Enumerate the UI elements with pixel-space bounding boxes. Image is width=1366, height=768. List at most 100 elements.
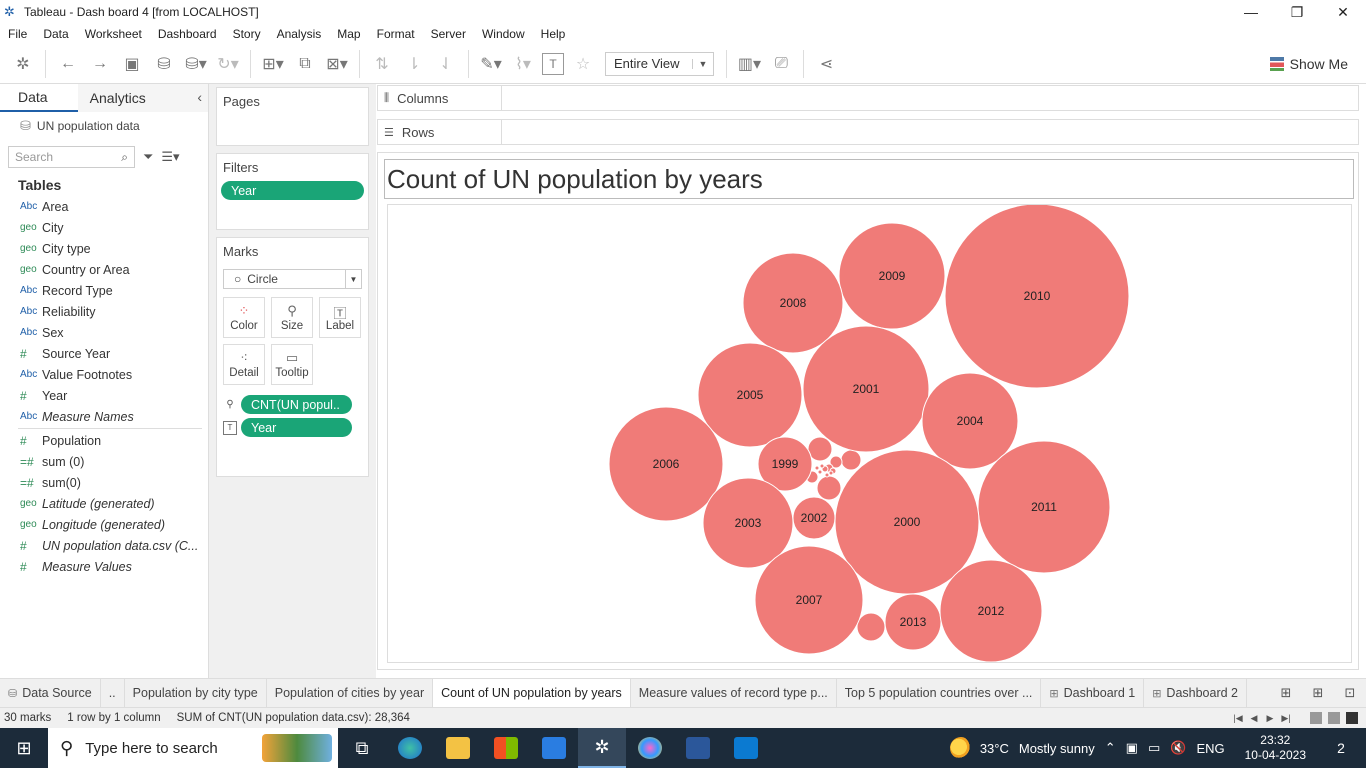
bubble[interactable]: 2006	[608, 406, 724, 522]
menu-help[interactable]: Help	[540, 27, 566, 41]
filter-pill-year[interactable]: Year	[221, 181, 364, 200]
sheet-tab[interactable]: Top 5 population countries over ...	[837, 679, 1042, 707]
sort-descending-icon[interactable]: ⇃	[439, 55, 453, 73]
tab-data[interactable]: Data	[0, 84, 78, 112]
tableau-home-icon[interactable]: ✲	[16, 55, 30, 73]
bubble[interactable]: 2011	[977, 440, 1111, 574]
bubble[interactable]: 2012	[939, 559, 1043, 662]
bubble[interactable]: 2002	[792, 496, 836, 540]
detail-button[interactable]: ⁖ Detail	[223, 344, 265, 385]
view-options-icon[interactable]: ☰▾	[161, 149, 180, 164]
bubble[interactable]: 2004	[921, 372, 1019, 470]
collapse-pane-icon[interactable]: ‹	[197, 89, 202, 105]
redo-icon[interactable]: →	[92, 54, 108, 72]
sheet-sorter-icon[interactable]	[1346, 712, 1358, 724]
rows-shelf[interactable]: ☰ Rows	[377, 119, 1359, 145]
sheet-tab[interactable]: ⊞ Dashboard 1	[1041, 679, 1145, 707]
first-sheet-icon[interactable]: |◀	[1233, 712, 1243, 723]
bubble-circle[interactable]	[921, 372, 1019, 470]
field-item[interactable]: # Year	[0, 385, 208, 406]
camera-icon[interactable]: ▣	[1125, 740, 1138, 755]
bubble-circle[interactable]	[977, 440, 1111, 574]
bubble[interactable]: 2001	[802, 325, 930, 453]
bubble-small[interactable]	[828, 470, 834, 476]
new-story-icon[interactable]: ⊡	[1344, 685, 1356, 700]
bubble-circle[interactable]	[792, 496, 836, 540]
bubble[interactable]: 2000	[834, 449, 980, 595]
duplicate-sheet-icon[interactable]: ⧉	[299, 54, 311, 72]
sheet-tab[interactable]: ..	[101, 679, 125, 707]
bubble[interactable]: 2007	[754, 545, 864, 655]
bubble[interactable]: 2008	[742, 252, 844, 354]
word-icon[interactable]	[674, 728, 722, 768]
last-sheet-icon[interactable]: ▶|	[1281, 712, 1291, 723]
sheet-tab[interactable]: Population of cities by year	[267, 679, 434, 707]
field-item[interactable]: geo Country or Area	[0, 259, 208, 280]
new-worksheet-icon[interactable]: ⊞▾	[262, 55, 284, 73]
columns-shelf[interactable]: ⫼ Columns	[377, 85, 1359, 111]
mail-icon[interactable]	[530, 728, 578, 768]
field-item[interactable]: geo Longitude (generated)	[0, 514, 208, 535]
show-me-button[interactable]: Show Me	[1269, 44, 1348, 84]
datasource-item[interactable]: ⛁ UN population data	[0, 112, 208, 140]
field-item[interactable]: Abc Value Footnotes	[0, 364, 208, 385]
bubble-circle[interactable]	[697, 342, 803, 448]
bubble-small[interactable]	[817, 469, 823, 475]
bubble[interactable]: 2009	[838, 222, 946, 330]
search-input[interactable]: Search ⌕	[8, 146, 135, 168]
tooltip-button[interactable]: ▭ Tooltip	[271, 344, 313, 385]
menu-server[interactable]: Server	[430, 27, 466, 41]
field-item[interactable]: =# sum(0)	[0, 472, 208, 493]
clear-sheet-icon[interactable]: ⊠▾	[326, 55, 348, 73]
new-dashboard-icon[interactable]: ⊞	[1312, 685, 1324, 700]
size-pill[interactable]: CNT(UN popul..	[241, 395, 352, 414]
pages-card[interactable]: Pages	[216, 87, 369, 146]
bubble[interactable]: 2005	[697, 342, 803, 448]
save-icon[interactable]: ▣	[124, 55, 140, 73]
field-item[interactable]: =# sum (0)	[0, 451, 208, 472]
menu-dashboard[interactable]: Dashboard	[157, 27, 217, 41]
share-icon[interactable]: ⋖	[819, 55, 834, 73]
weather-icon[interactable]	[949, 737, 972, 759]
task-view-icon[interactable]: ⧉	[355, 737, 369, 758]
field-item[interactable]: geo City	[0, 217, 208, 238]
label-button[interactable]: 🅃 Label	[319, 297, 361, 338]
sheet-tab[interactable]: ⛁ Data Source	[0, 679, 101, 707]
size-button[interactable]: ⚲ Size	[271, 297, 313, 338]
show-mark-labels-icon[interactable]: T	[542, 52, 564, 75]
field-item[interactable]: Abc Area	[0, 196, 208, 217]
menu-data[interactable]: Data	[43, 27, 69, 41]
color-button[interactable]: ⁘ Color	[223, 297, 265, 338]
clock[interactable]: 23:32 10-04-2023	[1245, 733, 1316, 763]
presentation-mode-icon[interactable]: ⎚	[775, 54, 788, 72]
highlight-icon[interactable]: ✎▾	[480, 55, 502, 73]
bubble-circle[interactable]	[939, 559, 1043, 662]
field-item[interactable]: geo City type	[0, 238, 208, 259]
previous-sheet-icon[interactable]: ◀	[1250, 712, 1258, 723]
weather-temperature[interactable]: 33°C	[979, 740, 1009, 756]
volume-muted-icon[interactable]: 🔇	[1170, 740, 1187, 755]
edge-icon[interactable]	[386, 728, 434, 768]
paint-icon[interactable]	[626, 728, 674, 768]
sheet-tab[interactable]: Count of UN population by years	[433, 679, 631, 707]
tableau-taskbar-icon[interactable]: ✲	[578, 728, 626, 768]
bubble-circle[interactable]	[838, 222, 946, 330]
menu-worksheet[interactable]: Worksheet	[84, 27, 142, 41]
bubble-small[interactable]	[814, 465, 820, 471]
fix-axes-icon[interactable]: ☆	[575, 55, 591, 73]
undo-icon[interactable]: ←	[60, 54, 76, 72]
weather-condition[interactable]: Mostly sunny	[1018, 740, 1095, 756]
filmstrip-view-icon[interactable]	[1310, 712, 1322, 724]
bubble-small[interactable]	[824, 472, 830, 478]
bubble-small[interactable]	[856, 612, 886, 642]
microsoft-store-icon[interactable]	[482, 728, 530, 768]
field-item[interactable]: Abc Reliability	[0, 301, 208, 322]
filter-icon[interactable]: ⏷	[143, 149, 154, 164]
menu-story[interactable]: Story	[232, 27, 261, 41]
tab-view-icon[interactable]	[1328, 712, 1340, 724]
bubble-circle[interactable]	[608, 406, 724, 522]
bubble-small[interactable]	[819, 463, 825, 469]
menu-analysis[interactable]: Analysis	[276, 27, 322, 41]
new-datasource-icon[interactable]: ⛁	[157, 55, 171, 73]
close-icon[interactable]: ✕	[1337, 3, 1349, 20]
